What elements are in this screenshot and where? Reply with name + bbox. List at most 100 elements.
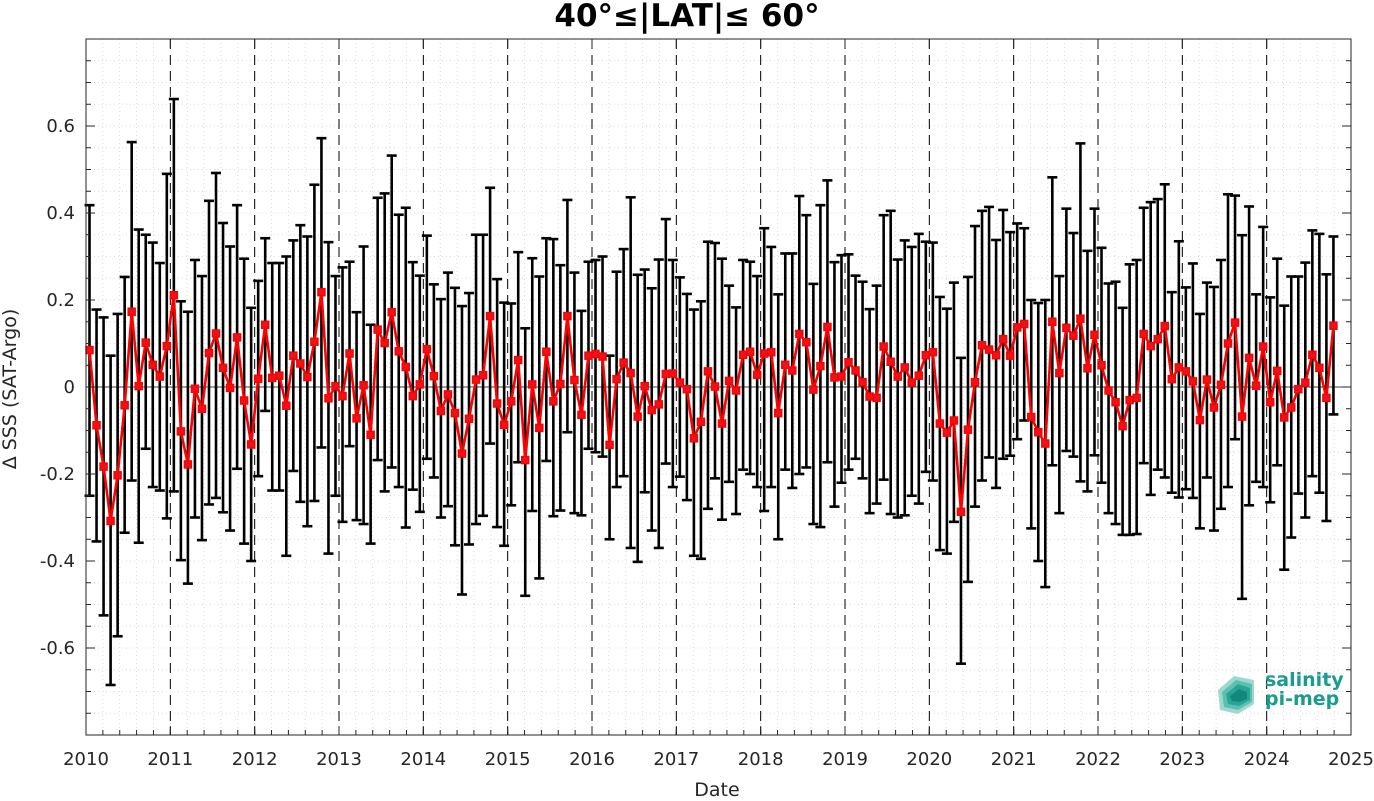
x-tick-label: 2024	[1244, 749, 1290, 770]
mean-marker	[549, 397, 558, 406]
mean-marker	[1055, 368, 1064, 378]
mean-marker	[260, 320, 270, 330]
x-tick-label: 2023	[1159, 749, 1205, 770]
mean-marker	[1090, 330, 1099, 340]
mean-marker	[1132, 393, 1141, 403]
mean-marker	[1329, 321, 1338, 330]
mean-marker	[1076, 314, 1085, 323]
mean-marker	[893, 372, 902, 381]
mean-marker	[141, 338, 150, 347]
mean-marker	[1139, 329, 1148, 339]
mean-marker	[1012, 323, 1022, 332]
x-tick-label: 2016	[569, 749, 615, 770]
mean-marker	[232, 333, 242, 342]
mean-marker	[1265, 397, 1275, 407]
mean-marker	[1146, 341, 1155, 351]
mean-marker	[246, 440, 256, 449]
mean-marker	[640, 381, 649, 391]
x-tick-labels: 2010 2011 2012 2013 2014 2015 2016 2017 2018 2019…	[63, 749, 1374, 770]
mean-marker	[303, 372, 312, 382]
mean-marker	[570, 375, 579, 385]
mean-marker	[204, 348, 214, 358]
mean-marker	[380, 338, 389, 348]
mean-marker	[872, 393, 881, 403]
mean-marker	[563, 311, 572, 321]
mean-marker	[1287, 403, 1296, 412]
mean-marker	[443, 390, 453, 399]
mean-marker	[949, 416, 959, 425]
x-tick-label: 2025	[1328, 749, 1374, 770]
mean-marker	[190, 384, 200, 393]
mean-marker	[394, 347, 403, 356]
mean-marker	[183, 460, 193, 469]
mean-marker	[408, 391, 418, 401]
mean-marker	[809, 385, 818, 394]
mean-marker	[1041, 439, 1050, 448]
mean-line	[88, 290, 1335, 523]
mean-marker	[1308, 350, 1317, 360]
mean-marker	[675, 378, 685, 387]
mean-marker	[296, 359, 305, 368]
mean-marker	[844, 357, 853, 367]
mean-marker	[991, 350, 1001, 360]
mean-marker	[422, 344, 432, 354]
mean-marker	[935, 419, 945, 428]
mean-marker	[731, 386, 741, 395]
mean-marker	[654, 400, 664, 409]
mean-marker	[324, 394, 333, 403]
mean-marker	[225, 383, 235, 393]
mean-marker	[415, 380, 425, 389]
mean-marker	[345, 349, 354, 358]
mean-marker	[823, 322, 832, 332]
mean-marker	[92, 421, 101, 430]
mean-marker	[542, 347, 551, 357]
mean-marker	[661, 369, 671, 379]
mean-marker	[513, 355, 523, 365]
mean-marker	[963, 425, 973, 434]
mean-marker	[317, 287, 326, 297]
mean-marker	[612, 374, 621, 384]
mean-marker	[928, 347, 938, 357]
mean-marker	[450, 408, 460, 418]
x-tick-label: 2010	[63, 749, 109, 770]
mean-marker	[752, 370, 762, 380]
mean-marker	[907, 378, 917, 387]
x-tick-label: 2020	[906, 749, 952, 770]
mean-marker	[710, 382, 720, 391]
mean-marker	[436, 406, 446, 416]
mean-marker	[773, 408, 783, 418]
mean-marker	[275, 371, 284, 380]
mean-marker	[1181, 367, 1191, 376]
axis-ticks	[85, 38, 1352, 736]
mean-marker	[85, 345, 94, 355]
chart-title: 40°≤|LAT|≤ 60°	[554, 0, 820, 34]
mean-marker	[106, 516, 115, 526]
mean-marker	[795, 329, 804, 339]
mean-marker	[1279, 413, 1289, 422]
x-axis-label: Date	[694, 779, 740, 801]
mean-marker	[816, 361, 825, 371]
y-tick-label: -0.4	[40, 551, 75, 572]
mean-marker	[134, 381, 143, 391]
mean-marker	[218, 363, 228, 373]
x-tick-label: 2018	[738, 749, 784, 770]
x-tick-label: 2017	[653, 749, 699, 770]
mean-marker	[506, 397, 516, 406]
mean-marker	[1174, 363, 1184, 372]
mean-marker	[1315, 363, 1324, 373]
mean-marker	[366, 430, 375, 440]
mean-marker	[373, 325, 382, 334]
mean-marker	[837, 372, 846, 381]
x-tick-label: 2019	[822, 749, 868, 770]
mean-marker	[267, 373, 277, 383]
mean-marker	[1083, 364, 1092, 373]
mean-marker	[120, 401, 129, 410]
mean-marker	[1160, 321, 1170, 331]
mean-marker	[1167, 374, 1177, 384]
mean-marker	[492, 399, 502, 408]
y-tick-label: -0.2	[40, 464, 75, 485]
mean-line-path	[88, 290, 1335, 523]
y-tick-label: -0.6	[40, 638, 75, 659]
mean-marker	[1153, 334, 1162, 344]
